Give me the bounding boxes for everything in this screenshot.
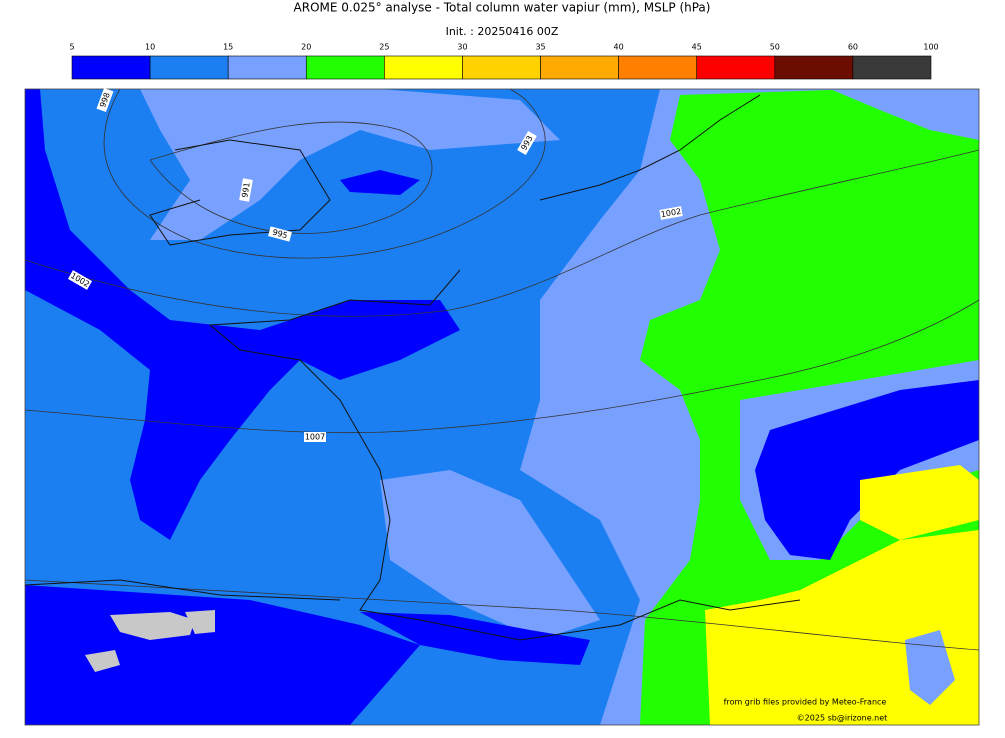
isobar-label: 991 [239,178,253,202]
isobar-label-bg [304,432,326,442]
coastline [539,94,761,201]
colorbar-tick-label: 100 [923,43,938,52]
coastline [25,579,341,601]
isobar-label-bg [67,270,93,290]
colorbar-segment [384,55,463,80]
coastline [149,139,331,246]
colorbar-segment [227,55,307,80]
map [24,88,980,726]
field-15-20 [830,89,979,140]
subtitle: Init. : 20250416 00Z [446,25,559,38]
credit: ©2025 sb@irizone.net [797,714,888,723]
colorbar-tick-label: 60 [848,43,858,52]
isobar-label-bg [239,178,253,202]
field-5-10 [360,612,590,665]
isobar-label: 995 [268,226,292,242]
colorbar-tick-label: 25 [379,43,389,52]
colorbar-segment [149,55,229,80]
colorbar: 5 10 15 20 25 30 35 40 45 50 60 100 [69,43,939,80]
colorbar-tick-label: 40 [614,43,624,52]
isobar-label-bg [659,206,683,220]
isobar-label-text: 991 [240,182,252,199]
colorbar-segment [540,55,619,80]
isobar-label-bg [517,130,537,156]
field-25-30 [860,465,979,540]
field-5-10 [340,170,420,195]
credit: from grib files provided by Meteo-France [724,698,887,707]
isobar [25,579,979,651]
isobar-label: 1002 [659,206,683,220]
colorbar-segment [305,55,385,80]
field-5-10 [755,380,979,560]
colorbar-tick-label: 10 [145,43,155,52]
isobar-label-bg [268,226,292,242]
isobar-label-bg [96,87,114,113]
isobar [25,299,979,434]
field-15-20 [905,630,955,705]
map-frame [24,88,980,726]
field-over-100 [85,650,120,672]
coastline [208,269,801,641]
isobar-label-text: 1007 [305,433,325,442]
field-over-100 [185,610,215,634]
isobar [25,149,979,317]
colorbar-tick-label: 45 [692,43,702,52]
colorbar-tick-label: 20 [301,43,311,52]
colorbar-segment [462,55,541,80]
isobar-label-text: 1002 [660,207,682,219]
colorbar-segment [696,55,776,80]
isobar-label: 998 [96,87,114,113]
colorbar-segment [618,55,698,80]
title: AROME 0.025° analyse - Total column wate… [294,1,711,15]
isobar-label-text: 995 [271,228,288,241]
field-5-10 [25,89,460,540]
field-15-20 [140,89,560,240]
field-15-20 [380,470,600,640]
isobar-label: 1007 [304,432,326,442]
colorbar-tick-label: 35 [535,43,545,52]
colorbar-tick-label: 5 [69,43,74,52]
isobar [103,89,546,259]
field-over-100 [110,612,195,640]
colorbar-tick-label: 30 [457,43,467,52]
isobar [149,121,433,234]
colorbar-segment [852,55,932,80]
colorbar-segment [774,55,854,80]
colorbar-segment [71,55,151,80]
colorbar-tick-label: 50 [770,43,780,52]
colorbar-tick-label: 15 [223,43,233,52]
